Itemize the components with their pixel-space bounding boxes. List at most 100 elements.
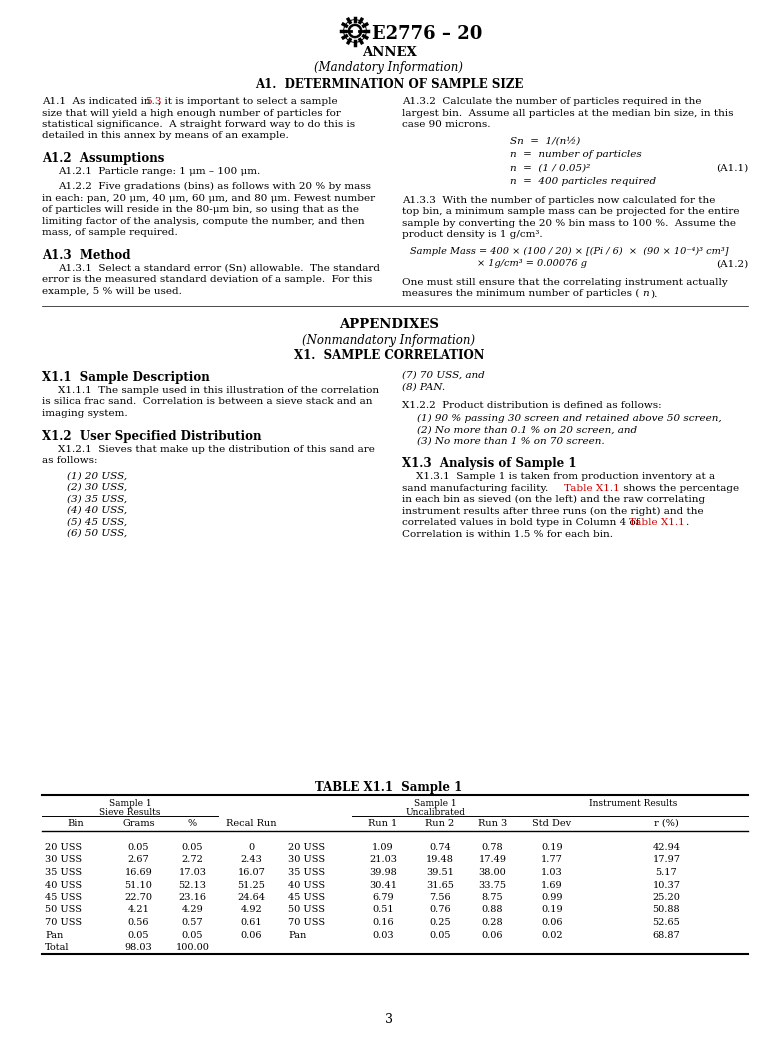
Text: One must still ensure that the correlating instrument actually: One must still ensure that the correlati… (402, 278, 727, 286)
Text: 0.06: 0.06 (482, 931, 503, 939)
Text: 0.05: 0.05 (182, 931, 203, 939)
Text: A1.2.2  Five gradations (bins) as follows with 20 % by mass: A1.2.2 Five gradations (bins) as follows… (58, 182, 371, 192)
Text: 45 USS: 45 USS (45, 893, 82, 902)
Text: 17.49: 17.49 (478, 856, 506, 864)
Text: 0.06: 0.06 (240, 931, 262, 939)
Text: of particles will reside in the 80-μm bin, so using that as the: of particles will reside in the 80-μm bi… (42, 205, 359, 214)
Text: in each: pan, 20 μm, 40 μm, 60 μm, and 80 μm. Fewest number: in each: pan, 20 μm, 40 μm, 60 μm, and 8… (42, 194, 375, 203)
Text: 51.10: 51.10 (124, 881, 152, 889)
Text: X1.3.1  Sample 1 is taken from production inventory at a: X1.3.1 Sample 1 is taken from production… (416, 473, 715, 481)
Text: 7.56: 7.56 (429, 893, 450, 902)
Text: 38.00: 38.00 (478, 868, 506, 877)
Text: 0.05: 0.05 (182, 843, 203, 852)
Text: 5.17: 5.17 (656, 868, 678, 877)
Text: imaging system.: imaging system. (42, 409, 128, 417)
Text: 4.92: 4.92 (240, 906, 262, 914)
Text: instrument results after three runs (on the right) and the: instrument results after three runs (on … (402, 507, 703, 516)
Text: X1.2.1  Sieves that make up the distribution of this sand are: X1.2.1 Sieves that make up the distribut… (58, 445, 375, 454)
Text: 3: 3 (385, 1013, 393, 1026)
Text: 0.56: 0.56 (128, 918, 149, 926)
Text: limiting factor of the analysis, compute the number, and then: limiting factor of the analysis, compute… (42, 217, 365, 226)
Text: 70 USS: 70 USS (288, 918, 325, 926)
Text: 17.03: 17.03 (178, 868, 206, 877)
Text: n  =  400 particles required: n = 400 particles required (510, 178, 656, 186)
Text: 50 USS: 50 USS (288, 906, 325, 914)
Text: top bin, a minimum sample mass can be projected for the entire: top bin, a minimum sample mass can be pr… (402, 207, 740, 217)
Text: (2) No more than 0.1 % on 20 screen, and: (2) No more than 0.1 % on 20 screen, and (417, 425, 637, 434)
Text: 2.72: 2.72 (181, 856, 203, 864)
Text: Run 3: Run 3 (478, 819, 507, 828)
Text: 20 USS: 20 USS (45, 843, 82, 852)
Text: correlated values in bold type in Column 4 of: correlated values in bold type in Column… (402, 518, 643, 527)
Text: 100.00: 100.00 (176, 943, 209, 953)
Text: 2.43: 2.43 (240, 856, 262, 864)
Text: 1.03: 1.03 (541, 868, 562, 877)
Text: 0.99: 0.99 (541, 893, 562, 902)
Text: 0.61: 0.61 (240, 918, 262, 926)
Text: 98.03: 98.03 (124, 943, 152, 953)
Text: 51.25: 51.25 (237, 881, 265, 889)
Text: 0.05: 0.05 (128, 843, 149, 852)
Text: statistical significance.  A straight forward way to do this is: statistical significance. A straight for… (42, 120, 355, 129)
Text: 8.75: 8.75 (482, 893, 503, 902)
Text: 31.65: 31.65 (426, 881, 454, 889)
Text: Bin: Bin (68, 819, 84, 828)
Text: Sieve Results: Sieve Results (100, 808, 161, 817)
Text: 0.05: 0.05 (128, 931, 149, 939)
Text: 0.02: 0.02 (541, 931, 562, 939)
Text: (4) 40 USS,: (4) 40 USS, (67, 506, 127, 514)
Text: 40 USS: 40 USS (288, 881, 325, 889)
Text: A1.2.1  Particle range: 1 μm – 100 μm.: A1.2.1 Particle range: 1 μm – 100 μm. (58, 168, 261, 176)
Text: 20 USS: 20 USS (288, 843, 325, 852)
Text: largest bin.  Assume all particles at the median bin size, in this: largest bin. Assume all particles at the… (402, 108, 734, 118)
Text: (7) 70 USS, and: (7) 70 USS, and (402, 371, 485, 380)
Text: , it is important to select a sample: , it is important to select a sample (158, 97, 338, 106)
Text: TABLE X1.1  Sample 1: TABLE X1.1 Sample 1 (315, 781, 463, 794)
Text: × 1g/cm³ = 0.00076 g: × 1g/cm³ = 0.00076 g (477, 259, 587, 269)
Text: 1.09: 1.09 (372, 843, 394, 852)
Text: 2.67: 2.67 (128, 856, 149, 864)
Text: X1.1.1  The sample used in this illustration of the correlation: X1.1.1 The sample used in this illustrat… (58, 386, 379, 395)
Text: X1.1  Sample Description: X1.1 Sample Description (42, 371, 210, 384)
Text: measures the minimum number of particles (: measures the minimum number of particles… (402, 289, 640, 298)
Text: Instrument Results: Instrument Results (589, 799, 678, 808)
Text: A1.3.3  With the number of particles now calculated for the: A1.3.3 With the number of particles now … (402, 196, 716, 205)
Text: 10.37: 10.37 (653, 881, 681, 889)
Text: 0.16: 0.16 (372, 918, 394, 926)
Text: sand manufacturing facility.: sand manufacturing facility. (402, 484, 555, 492)
Text: APPENDIXES: APPENDIXES (339, 318, 439, 331)
Text: product density is 1 g/cm³.: product density is 1 g/cm³. (402, 230, 542, 239)
Text: 0.06: 0.06 (541, 918, 562, 926)
Text: A1.3  Method: A1.3 Method (42, 249, 131, 261)
Circle shape (348, 24, 362, 39)
Text: n: n (642, 289, 649, 298)
Text: 22.70: 22.70 (124, 893, 152, 902)
Text: 40 USS: 40 USS (45, 881, 82, 889)
Text: Table X1.1: Table X1.1 (629, 518, 685, 527)
Text: 52.65: 52.65 (653, 918, 681, 926)
Text: 39.98: 39.98 (369, 868, 397, 877)
Text: Run 2: Run 2 (426, 819, 454, 828)
Text: Grams: Grams (122, 819, 155, 828)
Text: 0.78: 0.78 (482, 843, 503, 852)
Text: (5) 45 USS,: (5) 45 USS, (67, 517, 127, 526)
Text: (1) 90 % passing 30 screen and retained above 50 screen,: (1) 90 % passing 30 screen and retained … (417, 413, 722, 423)
Text: A1.2  Assumptions: A1.2 Assumptions (42, 152, 164, 166)
Text: (2) 30 USS,: (2) 30 USS, (67, 483, 127, 491)
Text: (3) No more than 1 % on 70 screen.: (3) No more than 1 % on 70 screen. (417, 436, 605, 446)
Text: (8) PAN.: (8) PAN. (402, 382, 445, 391)
Text: Std Dev: Std Dev (532, 819, 572, 828)
Text: A1.3.1  Select a standard error (Sn) allowable.  The standard: A1.3.1 Select a standard error (Sn) allo… (58, 263, 380, 273)
Text: A1.  DETERMINATION OF SAMPLE SIZE: A1. DETERMINATION OF SAMPLE SIZE (255, 78, 523, 91)
Text: Pan: Pan (288, 931, 307, 939)
Text: ).: ). (650, 289, 657, 298)
Text: Correlation is within 1.5 % for each bin.: Correlation is within 1.5 % for each bin… (402, 530, 613, 538)
Text: 24.64: 24.64 (237, 893, 265, 902)
Text: 0.74: 0.74 (429, 843, 451, 852)
Text: Uncalibrated: Uncalibrated (405, 808, 465, 817)
Text: X1.  SAMPLE CORRELATION: X1. SAMPLE CORRELATION (294, 349, 484, 362)
Text: n  =  (1 / 0.05)²: n = (1 / 0.05)² (510, 163, 591, 173)
Text: (Mandatory Information): (Mandatory Information) (314, 61, 464, 74)
Text: 50 USS: 50 USS (45, 906, 82, 914)
Text: X1.2  User Specified Distribution: X1.2 User Specified Distribution (42, 430, 261, 442)
